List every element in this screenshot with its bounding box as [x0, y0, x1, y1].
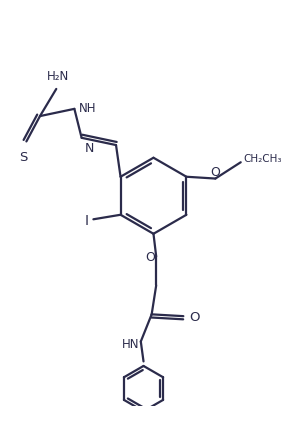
Text: I: I: [85, 214, 89, 227]
Text: O: O: [145, 250, 155, 263]
Text: NH: NH: [79, 101, 96, 114]
Text: H₂N: H₂N: [47, 69, 69, 83]
Text: S: S: [19, 150, 28, 163]
Text: CH₂CH₃: CH₂CH₃: [243, 153, 282, 163]
Text: HN: HN: [121, 337, 139, 350]
Text: O: O: [210, 165, 220, 178]
Text: N: N: [84, 142, 94, 155]
Text: O: O: [189, 310, 199, 323]
